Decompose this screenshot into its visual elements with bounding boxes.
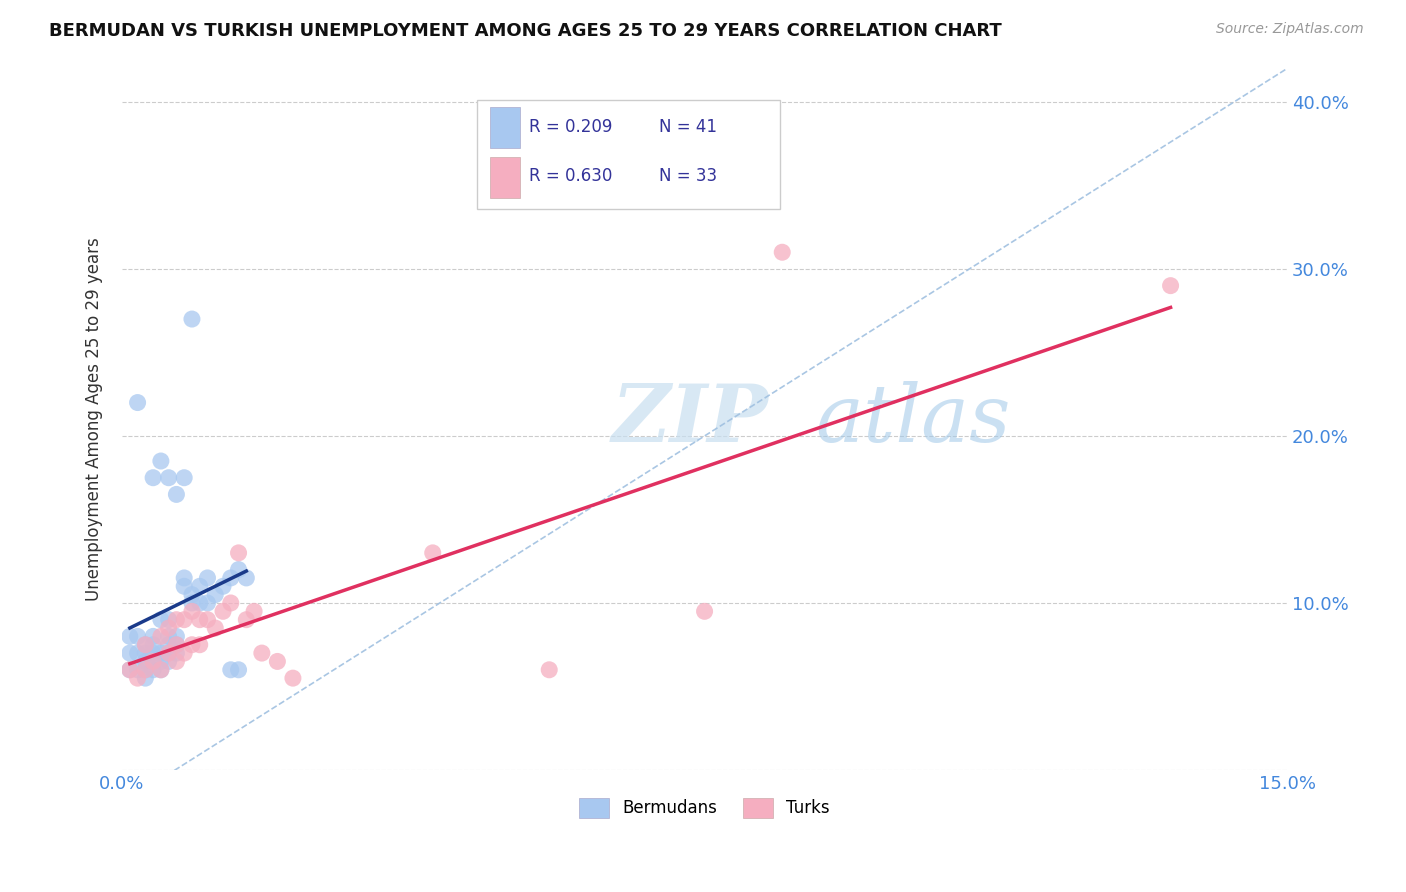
Point	[142, 663, 165, 677]
Point	[134, 663, 156, 677]
Point	[204, 588, 226, 602]
Point	[157, 621, 180, 635]
Point	[134, 638, 156, 652]
Point	[149, 454, 172, 468]
Point	[149, 655, 172, 669]
Point	[142, 655, 165, 669]
Point	[281, 671, 304, 685]
Point	[212, 604, 235, 618]
Point	[127, 629, 149, 643]
Point	[157, 638, 180, 652]
Point	[173, 646, 195, 660]
Point	[188, 579, 211, 593]
Point	[118, 663, 141, 677]
Point	[173, 471, 195, 485]
Point	[134, 671, 156, 685]
Point	[142, 471, 165, 485]
Point	[157, 613, 180, 627]
Point	[235, 571, 257, 585]
Point	[212, 579, 235, 593]
Point	[188, 638, 211, 652]
Point	[149, 629, 172, 643]
Point	[538, 663, 561, 677]
Text: atlas: atlas	[815, 381, 1011, 458]
Point	[165, 487, 187, 501]
Point	[173, 571, 195, 585]
Point	[157, 629, 180, 643]
Legend: Bermudans, Turks: Bermudans, Turks	[572, 791, 837, 825]
Point	[219, 663, 242, 677]
Point	[188, 596, 211, 610]
Point	[266, 655, 288, 669]
Point	[1160, 278, 1182, 293]
Point	[118, 629, 141, 643]
Point	[165, 638, 187, 652]
Text: BERMUDAN VS TURKISH UNEMPLOYMENT AMONG AGES 25 TO 29 YEARS CORRELATION CHART: BERMUDAN VS TURKISH UNEMPLOYMENT AMONG A…	[49, 22, 1002, 40]
Point	[197, 571, 219, 585]
Point	[134, 655, 156, 669]
Point	[149, 613, 172, 627]
Point	[173, 579, 195, 593]
Point	[118, 646, 141, 660]
Point	[149, 646, 172, 660]
Point	[235, 613, 257, 627]
Point	[134, 663, 156, 677]
Point	[127, 671, 149, 685]
Point	[770, 245, 793, 260]
Point	[134, 646, 156, 660]
Y-axis label: Unemployment Among Ages 25 to 29 years: Unemployment Among Ages 25 to 29 years	[86, 237, 103, 601]
Point	[219, 596, 242, 610]
Point	[142, 638, 165, 652]
Point	[142, 629, 165, 643]
Point	[157, 655, 180, 669]
Point	[142, 655, 165, 669]
Point	[204, 621, 226, 635]
Point	[165, 655, 187, 669]
Point	[149, 663, 172, 677]
Text: ZIP: ZIP	[612, 381, 768, 458]
Point	[228, 663, 250, 677]
Point	[118, 663, 141, 677]
Point	[165, 613, 187, 627]
Point	[127, 646, 149, 660]
Point	[165, 638, 187, 652]
Point	[181, 596, 204, 610]
Point	[197, 613, 219, 627]
Point	[157, 471, 180, 485]
Point	[181, 312, 204, 326]
Point	[173, 613, 195, 627]
Point	[142, 646, 165, 660]
Point	[127, 395, 149, 409]
Point	[228, 563, 250, 577]
Point	[134, 638, 156, 652]
Point	[149, 663, 172, 677]
Point	[693, 604, 716, 618]
Text: Source: ZipAtlas.com: Source: ZipAtlas.com	[1216, 22, 1364, 37]
Point	[157, 646, 180, 660]
Point	[188, 613, 211, 627]
Point	[157, 646, 180, 660]
Point	[422, 546, 444, 560]
Point	[181, 588, 204, 602]
Point	[243, 604, 266, 618]
Point	[181, 604, 204, 618]
Point	[165, 629, 187, 643]
Point	[250, 646, 273, 660]
Point	[197, 596, 219, 610]
Point	[181, 638, 204, 652]
Point	[165, 646, 187, 660]
Point	[127, 663, 149, 677]
Point	[228, 546, 250, 560]
Point	[219, 571, 242, 585]
